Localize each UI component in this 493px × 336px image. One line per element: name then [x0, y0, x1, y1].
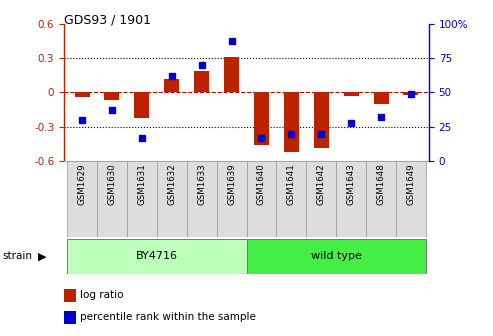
Bar — [67, 239, 246, 274]
Bar — [164, 79, 179, 92]
Text: BY4716: BY4716 — [136, 251, 178, 261]
Text: GSM1643: GSM1643 — [347, 164, 355, 205]
Bar — [74, 92, 90, 97]
Bar — [224, 57, 239, 92]
Text: wild type: wild type — [311, 251, 362, 261]
Bar — [374, 92, 388, 104]
Text: GSM1642: GSM1642 — [317, 164, 326, 205]
Bar — [314, 92, 329, 148]
Bar — [366, 161, 396, 237]
Text: percentile rank within the sample: percentile rank within the sample — [80, 312, 256, 322]
Bar — [403, 92, 419, 95]
Bar — [277, 161, 306, 237]
Bar — [336, 161, 366, 237]
Text: GSM1633: GSM1633 — [197, 164, 206, 205]
Bar — [194, 71, 209, 92]
Bar — [187, 161, 216, 237]
Bar — [344, 92, 358, 96]
Text: GSM1648: GSM1648 — [377, 164, 386, 205]
Bar — [105, 92, 119, 100]
Bar — [246, 239, 426, 274]
Bar — [135, 92, 149, 118]
Text: GSM1632: GSM1632 — [167, 164, 176, 205]
Text: GSM1640: GSM1640 — [257, 164, 266, 205]
Bar — [246, 161, 277, 237]
Text: strain: strain — [2, 251, 33, 261]
Text: GSM1631: GSM1631 — [138, 164, 146, 205]
Bar — [157, 161, 187, 237]
Bar — [67, 161, 97, 237]
Text: ▶: ▶ — [38, 251, 47, 261]
Text: GSM1649: GSM1649 — [406, 164, 416, 205]
Text: GSM1639: GSM1639 — [227, 164, 236, 205]
Bar — [396, 161, 426, 237]
Bar — [284, 92, 299, 152]
Bar — [97, 161, 127, 237]
Text: GSM1629: GSM1629 — [77, 164, 87, 205]
Text: GDS93 / 1901: GDS93 / 1901 — [64, 13, 151, 27]
Bar — [306, 161, 336, 237]
Text: log ratio: log ratio — [80, 290, 123, 300]
Text: GSM1630: GSM1630 — [107, 164, 116, 205]
Bar — [254, 92, 269, 144]
Bar — [127, 161, 157, 237]
Bar — [216, 161, 246, 237]
Text: GSM1641: GSM1641 — [287, 164, 296, 205]
